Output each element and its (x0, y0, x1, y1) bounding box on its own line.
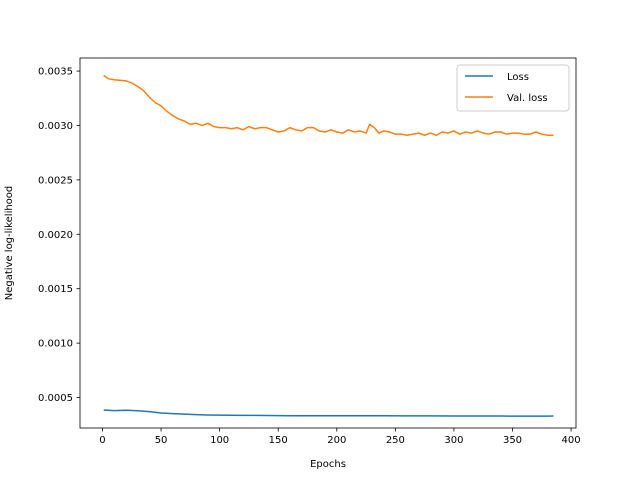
x-tick-label: 150 (269, 435, 288, 446)
y-tick-label: 0.0005 (38, 393, 73, 404)
x-tick-label: 250 (386, 435, 405, 446)
x-tick-label: 100 (210, 435, 229, 446)
series-line-1 (103, 74, 554, 137)
series-line-0 (103, 409, 554, 417)
y-axis-label: Negative log-likelihood (4, 186, 15, 301)
x-tick-label: 0 (99, 435, 105, 446)
legend-label-loss: Loss (507, 72, 529, 83)
y-tick-label: 0.0025 (38, 175, 73, 186)
x-axis-ticks: 0 50 100 150 200 250 300 350 400 (99, 428, 581, 446)
y-tick-label: 0.0020 (38, 230, 73, 241)
y-tick-label: 0.0010 (38, 339, 73, 350)
x-tick-label: 200 (327, 435, 346, 446)
x-tick-label: 300 (444, 435, 463, 446)
legend: Loss Val. loss (456, 64, 570, 112)
legend-label-val-loss: Val. loss (507, 93, 548, 104)
plot-frame (79, 57, 577, 429)
y-tick-label: 0.0035 (38, 67, 73, 78)
x-tick-label: 350 (503, 435, 522, 446)
y-tick-label: 0.0030 (38, 121, 73, 132)
x-tick-label: 50 (155, 435, 168, 446)
plot-area (80, 58, 576, 428)
series-layer (103, 74, 554, 417)
x-tick-label: 400 (562, 435, 581, 446)
x-axis-label: Epochs (310, 459, 346, 470)
y-tick-label: 0.0015 (38, 284, 73, 295)
y-axis-ticks: 0.0005 0.0010 0.0015 0.0020 0.0025 0.0030 0.00… (38, 67, 80, 404)
